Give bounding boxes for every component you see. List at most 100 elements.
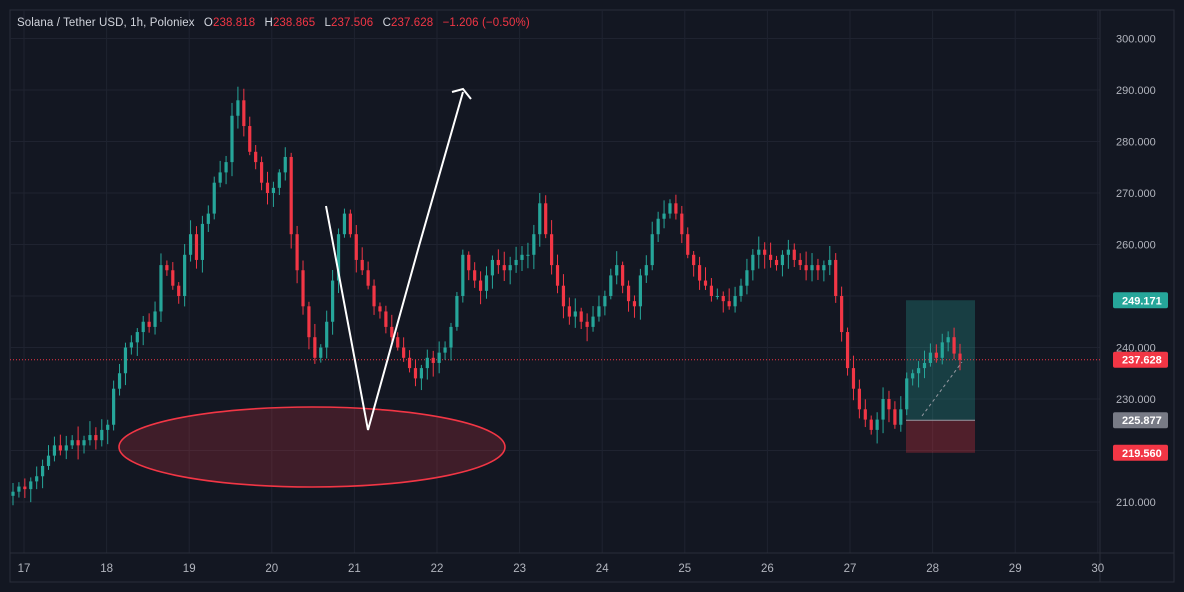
candle-body	[561, 285, 566, 307]
candle-body	[289, 156, 293, 235]
candle-body	[934, 352, 938, 358]
symbol-title[interactable]: Solana / Tether USD, 1h, Poloniex	[17, 17, 195, 29]
candle-body	[763, 249, 767, 255]
candle-body	[822, 265, 826, 271]
candle-body	[573, 311, 577, 317]
candle-body	[733, 296, 737, 307]
candle-body	[881, 399, 885, 420]
candle-body	[532, 234, 536, 255]
open-value: 238.818	[212, 17, 256, 29]
candle-body	[709, 285, 714, 296]
candle-body	[484, 275, 489, 291]
candle-body	[254, 151, 258, 163]
candle-body	[863, 409, 867, 420]
candle-body	[869, 419, 873, 430]
candle-body	[792, 249, 796, 260]
candle-body	[538, 203, 542, 235]
candle-body	[621, 265, 625, 286]
candle-body	[668, 203, 672, 214]
time-tick-label: 25	[678, 563, 691, 575]
candle-body	[29, 481, 33, 490]
candle-body	[650, 234, 654, 266]
candle-body	[851, 368, 856, 389]
entry-price-badge: 225.877	[1113, 412, 1168, 429]
position-trend-dashed-line	[921, 361, 963, 417]
candle-body	[431, 357, 435, 363]
support-zone-ellipse[interactable]	[118, 406, 506, 488]
time-tick-label: 30	[1091, 563, 1104, 575]
candle-body	[875, 419, 879, 430]
candle-body	[893, 409, 897, 425]
candle-body	[567, 306, 571, 317]
time-tick-label: 29	[1009, 563, 1022, 575]
candle-body	[774, 259, 779, 266]
candle-body	[419, 368, 423, 379]
time-tick-label: 18	[100, 563, 113, 575]
candle-body	[76, 440, 80, 446]
price-tick-label: 230.000	[1116, 394, 1156, 406]
candle-body	[727, 301, 731, 307]
candle-body	[626, 285, 631, 302]
candle-body	[325, 321, 329, 348]
candle-body	[638, 275, 642, 307]
candle-body	[277, 172, 281, 188]
candle-body	[129, 342, 133, 348]
candle-body	[319, 347, 323, 358]
candle-body	[680, 213, 684, 235]
high-value: 238.865	[272, 17, 316, 29]
time-tick-label: 26	[761, 563, 774, 575]
candle-body	[591, 316, 595, 327]
candle-body	[348, 213, 352, 235]
time-tick-label: 28	[926, 563, 939, 575]
price-tick-label: 210.000	[1116, 497, 1156, 509]
candle-body	[751, 254, 755, 271]
candle-body	[402, 347, 406, 358]
candle-body	[615, 265, 619, 276]
candle-body	[496, 259, 500, 266]
candle-body	[899, 409, 903, 425]
candle-body	[283, 156, 287, 173]
candle-body	[550, 234, 554, 266]
v-reversal-projection-line[interactable]	[325, 91, 464, 431]
candle-body	[248, 126, 252, 152]
low-label: L	[324, 17, 332, 29]
candle-body	[662, 213, 666, 219]
long-position-tool[interactable]	[906, 300, 975, 453]
candle-body	[372, 285, 376, 307]
candle-body	[147, 321, 151, 327]
candle-body	[331, 280, 335, 322]
candle-body	[58, 445, 62, 451]
candle-body	[478, 280, 483, 291]
price-tick-label: 240.000	[1116, 343, 1156, 355]
candle-body	[555, 265, 560, 286]
candle-body	[757, 249, 761, 255]
candle-body	[200, 223, 204, 260]
candle-body	[887, 399, 891, 410]
time-tick-label: 19	[183, 563, 196, 575]
svg-text:249.171: 249.171	[1122, 295, 1162, 307]
candle-body	[946, 337, 950, 343]
candle-body	[703, 280, 708, 286]
time-axis[interactable]: 17 18 19 20 21 22 23 24 25 26 27 28 29 30	[18, 563, 1105, 575]
candle-body	[177, 285, 181, 296]
time-tick-label: 23	[513, 563, 526, 575]
svg-text:219.560: 219.560	[1122, 448, 1162, 460]
candle-body	[378, 306, 382, 312]
candle-body	[786, 249, 790, 255]
candle-body	[384, 311, 388, 327]
candle-body	[928, 352, 933, 363]
candle-body	[467, 254, 471, 271]
price-tick-label: 290.000	[1116, 85, 1156, 97]
candle-body	[354, 234, 358, 260]
candle-body	[437, 352, 441, 363]
candle-body	[597, 306, 601, 317]
candle-body	[644, 265, 648, 276]
take-profit-zone	[906, 300, 975, 421]
time-tick-label: 17	[18, 563, 31, 575]
candle-body	[461, 254, 465, 296]
time-tick-label: 20	[265, 563, 278, 575]
candle-body	[656, 218, 660, 235]
candle-body	[828, 259, 832, 266]
candle-body	[366, 270, 370, 286]
